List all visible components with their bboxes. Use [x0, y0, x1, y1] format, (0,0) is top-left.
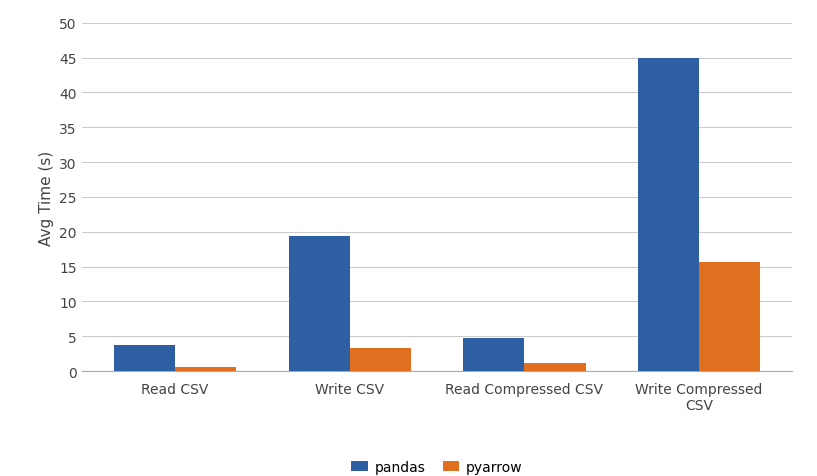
Bar — [175, 367, 236, 371]
Bar — [114, 346, 175, 371]
Legend: pandas, pyarrow: pandas, pyarrow — [346, 455, 529, 476]
Y-axis label: Avg Time (s): Avg Time (s) — [38, 150, 54, 245]
Bar — [638, 59, 699, 371]
Bar — [463, 338, 525, 371]
Bar — [699, 262, 760, 371]
Bar — [350, 348, 411, 371]
Bar — [288, 237, 350, 371]
Bar — [525, 364, 586, 371]
